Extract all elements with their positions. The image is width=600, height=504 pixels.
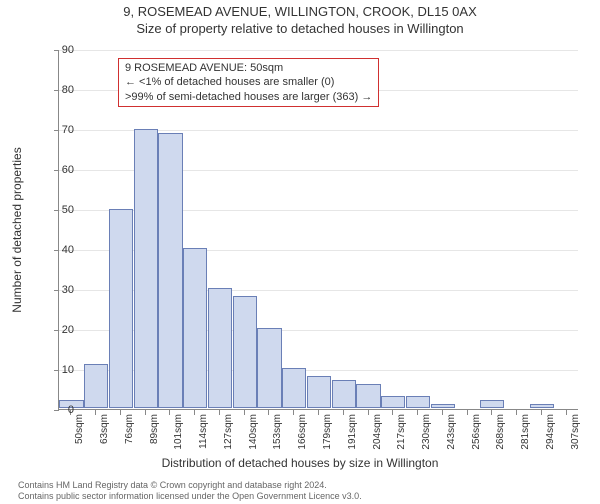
- x-axis-label: Distribution of detached houses by size …: [0, 456, 600, 470]
- xtick-label: 217sqm: [396, 414, 407, 450]
- xtick-mark: [95, 410, 96, 415]
- bar: [233, 296, 257, 408]
- bar: [530, 404, 554, 408]
- ytick-label: 0: [50, 404, 74, 416]
- bar: [381, 396, 405, 408]
- bar: [356, 384, 380, 408]
- xtick-mark: [120, 410, 121, 415]
- ytick-label: 20: [50, 324, 74, 336]
- footer-text: Contains HM Land Registry data © Crown c…: [18, 480, 362, 503]
- bar: [134, 129, 158, 408]
- bar: [431, 404, 455, 408]
- ytick-label: 30: [50, 284, 74, 296]
- ytick-label: 70: [50, 124, 74, 136]
- xtick-mark: [219, 410, 220, 415]
- ytick-label: 10: [50, 364, 74, 376]
- xtick-mark: [145, 410, 146, 415]
- xtick-label: 281sqm: [520, 414, 531, 450]
- xtick-mark: [566, 410, 567, 415]
- xtick-mark: [467, 410, 468, 415]
- xtick-label: 243sqm: [446, 414, 457, 450]
- xtick-label: 307sqm: [570, 414, 581, 450]
- annotation-line2: ← <1% of detached houses are smaller (0): [125, 75, 372, 89]
- xtick-label: 127sqm: [223, 414, 234, 450]
- bar: [158, 133, 182, 408]
- xtick-mark: [318, 410, 319, 415]
- bar: [183, 248, 207, 408]
- bar: [208, 288, 232, 408]
- xtick-label: 76sqm: [124, 414, 135, 444]
- xtick-label: 204sqm: [372, 414, 383, 450]
- chart-area: 9 ROSEMEAD AVENUE: 50sqm ← <1% of detach…: [58, 50, 578, 410]
- xtick-label: 256sqm: [471, 414, 482, 450]
- ytick-label: 40: [50, 244, 74, 256]
- xtick-label: 63sqm: [99, 414, 110, 444]
- xtick-mark: [417, 410, 418, 415]
- gridline: [59, 50, 578, 51]
- footer-line1: Contains HM Land Registry data © Crown c…: [18, 480, 362, 491]
- ytick-label: 90: [50, 44, 74, 56]
- xtick-mark: [516, 410, 517, 415]
- ytick-label: 50: [50, 204, 74, 216]
- bar: [257, 328, 281, 408]
- xtick-label: 191sqm: [347, 414, 358, 450]
- chart-container: 9, ROSEMEAD AVENUE, WILLINGTON, CROOK, D…: [0, 4, 600, 504]
- footer-line2: Contains public sector information licen…: [18, 491, 362, 502]
- page-title: 9, ROSEMEAD AVENUE, WILLINGTON, CROOK, D…: [0, 4, 600, 19]
- chart-subtitle: Size of property relative to detached ho…: [0, 21, 600, 36]
- xtick-label: 179sqm: [322, 414, 333, 450]
- xtick-mark: [293, 410, 294, 415]
- bar: [480, 400, 504, 408]
- xtick-mark: [343, 410, 344, 415]
- annotation-line1: 9 ROSEMEAD AVENUE: 50sqm: [125, 61, 372, 75]
- xtick-label: 114sqm: [198, 414, 209, 449]
- xtick-label: 89sqm: [149, 414, 160, 444]
- bar: [282, 368, 306, 408]
- xtick-mark: [541, 410, 542, 415]
- xtick-mark: [491, 410, 492, 415]
- bar: [406, 396, 430, 408]
- annotation-line3: >99% of semi-detached houses are larger …: [125, 90, 372, 104]
- xtick-label: 166sqm: [297, 414, 308, 450]
- bar: [109, 209, 133, 408]
- xtick-mark: [169, 410, 170, 415]
- bar: [84, 364, 108, 408]
- xtick-label: 140sqm: [248, 414, 259, 450]
- xtick-label: 50sqm: [74, 414, 85, 444]
- xtick-mark: [368, 410, 369, 415]
- bar: [332, 380, 356, 408]
- xtick-label: 230sqm: [421, 414, 432, 450]
- xtick-label: 294sqm: [545, 414, 556, 450]
- xtick-mark: [442, 410, 443, 415]
- xtick-mark: [244, 410, 245, 415]
- xtick-mark: [392, 410, 393, 415]
- ytick-label: 80: [50, 84, 74, 96]
- xtick-mark: [268, 410, 269, 415]
- annotation-box: 9 ROSEMEAD AVENUE: 50sqm ← <1% of detach…: [118, 58, 379, 107]
- xtick-mark: [194, 410, 195, 415]
- bar: [307, 376, 331, 408]
- xtick-label: 153sqm: [272, 414, 283, 450]
- y-axis-label: Number of detached properties: [10, 147, 24, 312]
- xtick-label: 101sqm: [173, 414, 184, 450]
- ytick-label: 60: [50, 164, 74, 176]
- xtick-label: 268sqm: [495, 414, 506, 450]
